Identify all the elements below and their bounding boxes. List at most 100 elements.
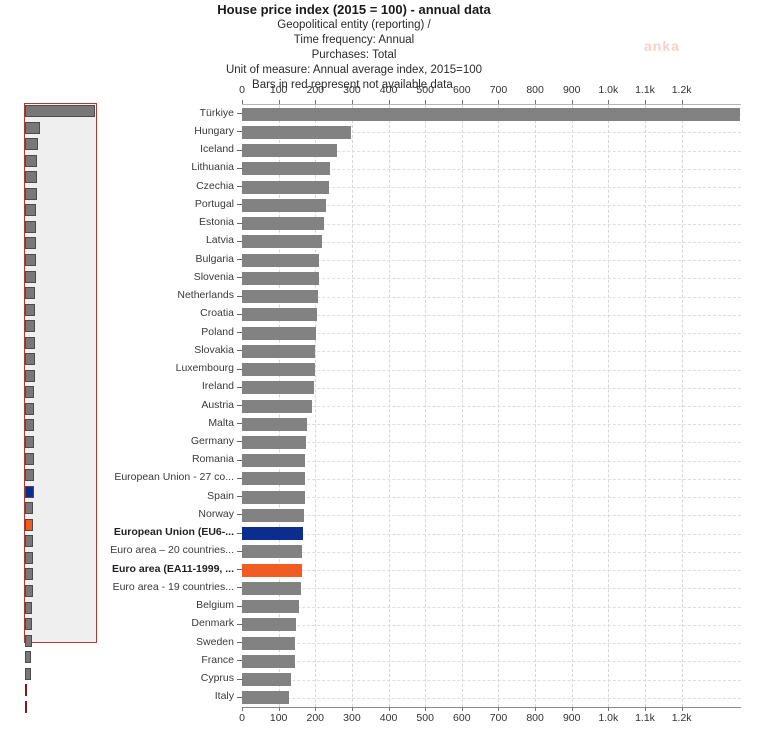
row-label: Lithuania xyxy=(191,161,234,174)
chart-bar[interactable] xyxy=(242,472,306,486)
chart-bar[interactable] xyxy=(242,527,303,541)
row-label: Slovenia xyxy=(193,270,234,283)
x-axis-tick xyxy=(461,707,463,711)
x-axis-tick xyxy=(388,707,390,711)
row-label: Euro area (EA11-1999, ... xyxy=(112,562,234,575)
chart-bar[interactable] xyxy=(242,691,289,705)
x-axis-tick-label: 1.2k xyxy=(671,84,692,96)
y-axis-tick xyxy=(237,423,242,425)
row-guide-line xyxy=(242,497,741,499)
y-axis-tick xyxy=(237,149,242,151)
chart-bar[interactable] xyxy=(242,217,324,231)
chart-bar[interactable] xyxy=(242,180,330,194)
row-label: Norway xyxy=(198,507,234,520)
chart-bar[interactable] xyxy=(242,271,319,285)
y-axis-tick xyxy=(237,167,242,169)
x-axis-tick-label: 500 xyxy=(416,712,434,724)
minimap-overview[interactable] xyxy=(24,101,100,717)
chart-bar[interactable] xyxy=(242,290,319,304)
chart-bar[interactable] xyxy=(242,654,295,668)
row-guide-line xyxy=(242,351,741,353)
chart-bar[interactable] xyxy=(242,326,316,340)
chart-bar[interactable] xyxy=(242,545,302,559)
chart-bar[interactable] xyxy=(242,162,331,176)
chart-bar[interactable] xyxy=(242,563,303,577)
row-label: Iceland xyxy=(200,143,234,156)
minimap-bar xyxy=(25,568,33,581)
chart-bar[interactable] xyxy=(242,308,317,322)
chart-bar[interactable] xyxy=(242,600,300,614)
row-label: Estonia xyxy=(198,216,234,229)
y-axis-tick xyxy=(237,496,242,498)
row-label: European Union - 27 co... xyxy=(114,471,234,484)
y-axis-tick xyxy=(237,222,242,224)
minimap-bar xyxy=(25,187,37,200)
row-label: Belgium xyxy=(196,599,234,612)
y-axis-tick xyxy=(237,405,242,406)
x-axis-tick xyxy=(608,100,610,104)
chart-bar[interactable] xyxy=(242,125,351,139)
x-axis-tick-label: 700 xyxy=(489,712,508,724)
chart-bar[interactable] xyxy=(242,618,297,632)
chart-bar[interactable] xyxy=(242,235,322,249)
x-axis-tick-label: 800 xyxy=(526,84,544,96)
minimap-bar xyxy=(25,154,37,167)
minimap-bar xyxy=(25,138,38,151)
row-label: Euro area – 20 countries... xyxy=(110,544,234,557)
chart-bar[interactable] xyxy=(242,454,306,468)
row-label: Bulgaria xyxy=(195,252,234,265)
chart-bar[interactable] xyxy=(242,253,320,267)
y-axis-tick xyxy=(237,660,242,662)
x-axis-tick-label: 1.0k xyxy=(598,712,619,724)
row-guide-line xyxy=(242,424,741,426)
row-guide-line xyxy=(242,241,741,243)
row-label: Denmark xyxy=(191,617,234,630)
x-axis-tick-label: 0 xyxy=(239,712,245,724)
x-axis-tick xyxy=(242,707,243,711)
chart-bar[interactable] xyxy=(242,581,301,595)
chart-bar[interactable] xyxy=(242,636,296,650)
minimap-bar xyxy=(25,469,34,482)
x-axis-tick xyxy=(351,707,353,711)
y-axis-tick xyxy=(237,569,242,571)
x-axis-tick xyxy=(425,100,427,104)
chart-bar[interactable] xyxy=(242,399,313,413)
row-label: Germany xyxy=(190,434,234,447)
chart-bar[interactable] xyxy=(242,198,327,212)
chart-bar[interactable] xyxy=(242,107,741,121)
x-axis-tick-label: 400 xyxy=(379,712,398,724)
minimap-bar xyxy=(25,634,32,647)
minimap-bar xyxy=(25,105,95,117)
chart-subtitle-line-3: Unit of measure: Annual average index, 2… xyxy=(225,64,483,76)
chart-bar[interactable] xyxy=(242,673,292,687)
chart-subtitles: Geopolitical entity (reporting) / Time fr… xyxy=(129,18,579,93)
chart-bar[interactable] xyxy=(242,508,305,522)
minimap-bar xyxy=(25,485,34,498)
chart-header: House price index (2015 = 100) - annual … xyxy=(129,2,579,93)
chart-bar[interactable] xyxy=(242,435,307,449)
row-guide-line xyxy=(242,661,741,663)
row-guide-line xyxy=(242,478,741,480)
x-axis-tick xyxy=(535,100,537,104)
row-guide-line xyxy=(242,333,741,335)
chart-bar[interactable] xyxy=(242,363,315,376)
chart-bar[interactable] xyxy=(242,144,337,158)
x-axis-tick-label: 200 xyxy=(306,84,325,96)
minimap-bar xyxy=(25,651,31,664)
chart-bar[interactable] xyxy=(242,381,314,395)
row-guide-line xyxy=(242,606,741,608)
minimap-bar xyxy=(25,601,32,614)
chart-bar[interactable] xyxy=(242,490,305,504)
minimap-bar xyxy=(25,121,40,134)
row-guide-line xyxy=(242,223,741,225)
chart-bar[interactable] xyxy=(242,417,307,431)
chart-bar[interactable] xyxy=(242,344,316,358)
x-axis-tick-label: 400 xyxy=(379,84,398,96)
x-axis-tick xyxy=(681,100,683,104)
minimap-bar xyxy=(25,287,35,300)
row-guide-line xyxy=(242,533,741,535)
minimap-bar xyxy=(25,667,31,680)
y-axis-tick xyxy=(237,696,242,698)
minimap-bar xyxy=(25,402,34,415)
row-guide-line xyxy=(242,643,741,645)
